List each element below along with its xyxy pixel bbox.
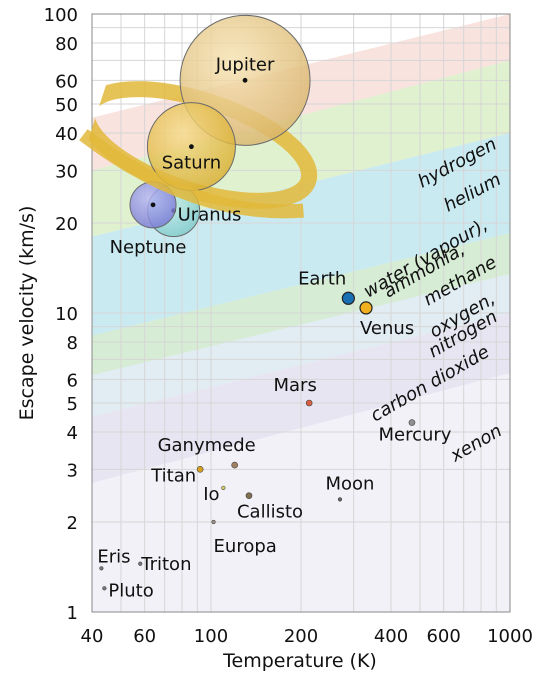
label-europa: Europa — [214, 536, 277, 557]
x-tick-label: 100 — [194, 626, 228, 647]
y-tick-label: 80 — [55, 34, 78, 55]
x-tick-label: 200 — [284, 626, 318, 647]
y-tick-label: 40 — [55, 124, 78, 145]
y-tick-label: 1 — [67, 603, 78, 624]
marker-io — [221, 485, 226, 491]
label-mars: Mars — [274, 375, 317, 396]
marker-moon — [337, 497, 343, 502]
label-triton: Triton — [140, 554, 191, 575]
axis-ticks: 40 60 100 200 400 600 1000 1 2 3 4 5 6 8 10 20 30 40 50 60 8… — [44, 5, 533, 647]
marker-saturn-center — [189, 144, 194, 150]
y-tick-label: 4 — [67, 423, 78, 444]
y-tick-label: 3 — [67, 460, 78, 481]
x-tick-label: 40 — [81, 626, 104, 647]
label-mercury: Mercury — [378, 425, 451, 446]
label-moon: Moon — [325, 473, 374, 494]
body-labels: Jupiter Saturn Uranus Neptune Earth Venus Mars… — [97, 54, 451, 601]
y-tick-label: 5 — [67, 394, 78, 415]
x-tick-label: 400 — [374, 626, 408, 647]
label-io: Io — [203, 484, 219, 505]
label-eris: Eris — [97, 546, 130, 567]
label-saturn: Saturn — [162, 153, 221, 174]
y-axis-label: Escape velocity (km/s) — [16, 206, 38, 421]
marker-eris — [99, 566, 104, 571]
marker-earth — [341, 291, 355, 305]
marker-mercury — [408, 419, 416, 426]
marker-neptune-center — [150, 202, 156, 208]
marker-ganymede — [231, 461, 238, 469]
marker-europa — [211, 519, 216, 525]
y-tick-label: 8 — [67, 333, 78, 354]
label-ganymede: Ganymede — [158, 435, 256, 456]
y-tick-label: 30 — [55, 161, 78, 182]
y-tick-label: 100 — [44, 5, 78, 26]
saturn-ring-front — [79, 129, 304, 219]
marker-titan — [196, 466, 204, 473]
y-tick-label: 10 — [55, 304, 78, 325]
marker-jupiter-center — [242, 77, 248, 83]
x-axis-label: Temperature (K) — [222, 650, 377, 672]
plot-frame — [91, 13, 511, 613]
y-tick-label: 6 — [67, 370, 78, 391]
label-venus: Venus — [360, 318, 414, 339]
y-tick-label: 20 — [55, 214, 78, 235]
marker-pluto — [102, 586, 107, 591]
label-uranus: Uranus — [178, 205, 242, 226]
label-neptune: Neptune — [110, 237, 187, 258]
label-earth: Earth — [298, 268, 346, 289]
label-pluto: Pluto — [108, 580, 153, 601]
x-tick-label: 60 — [133, 626, 156, 647]
x-tick-label: 1000 — [487, 626, 533, 647]
marker-triton — [138, 561, 143, 566]
y-tick-label: 2 — [67, 513, 78, 534]
marker-callisto — [245, 492, 253, 499]
label-callisto: Callisto — [237, 502, 303, 523]
marker-venus — [359, 301, 373, 315]
y-tick-label: 60 — [55, 71, 78, 92]
label-titan: Titan — [150, 465, 196, 486]
label-jupiter: Jupiter — [215, 54, 275, 75]
body-markers — [79, 14, 416, 591]
x-tick-label: 600 — [426, 626, 460, 647]
y-tick-label: 50 — [55, 95, 78, 116]
marker-mars — [305, 399, 313, 407]
